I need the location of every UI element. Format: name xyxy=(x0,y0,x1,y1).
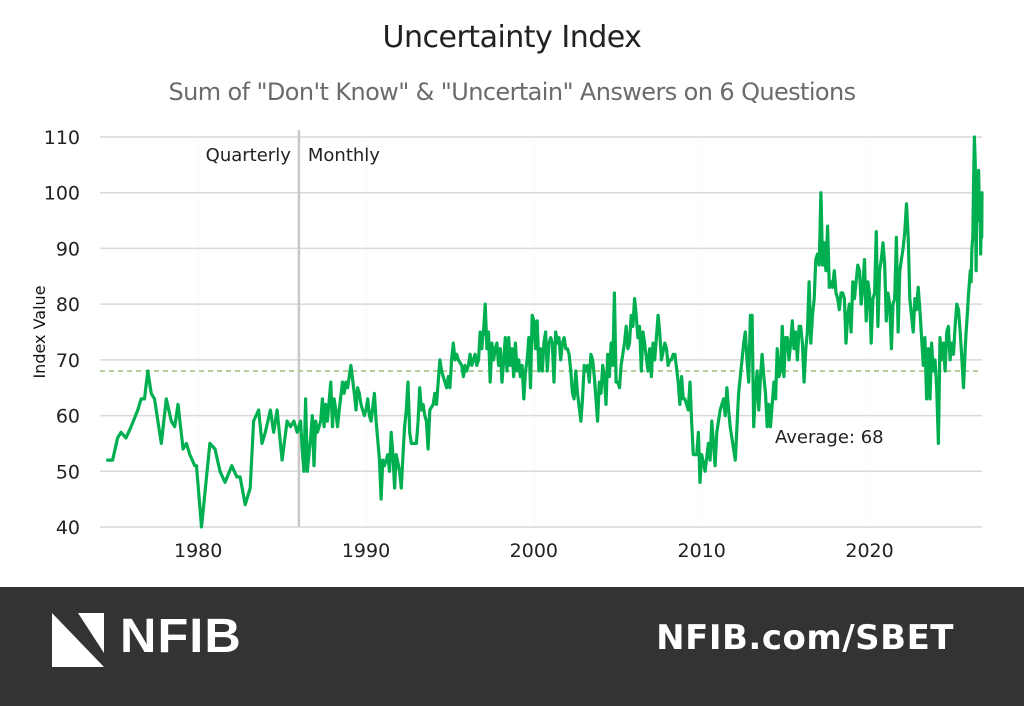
x-tick-label: 2000 xyxy=(510,540,558,562)
y-tick-label: 80 xyxy=(56,294,80,316)
y-tick-label: 50 xyxy=(56,461,80,483)
monthly-label: Monthly xyxy=(308,145,380,166)
nfib-logo-text: NFIB xyxy=(120,610,242,663)
y-tick-label: 90 xyxy=(56,238,80,260)
x-tick-label: 2020 xyxy=(845,540,893,562)
y-axis-ticks: 40 50 60 70 80 90 100 110 xyxy=(44,127,80,539)
x-tick-label: 1980 xyxy=(174,540,222,562)
y-tick-label: 110 xyxy=(44,127,80,149)
x-axis-ticks: 1980 1990 2000 2010 2020 xyxy=(174,540,894,562)
horizontal-gridlines xyxy=(100,136,982,528)
y-tick-label: 40 xyxy=(56,517,80,539)
series-line-uncertainty-index xyxy=(106,135,984,529)
footer-bar: NFIB NFIB.com/SBET xyxy=(0,587,1024,706)
chart-title: Uncertainty Index xyxy=(382,20,642,55)
chart-subtitle: Sum of "Don't Know" & "Uncertain" Answer… xyxy=(168,78,856,106)
nfib-logo-mark-icon xyxy=(52,613,104,667)
y-axis-label: Index Value xyxy=(30,285,49,378)
x-tick-label: 2010 xyxy=(678,540,726,562)
footer-url-link[interactable]: NFIB.com/SBET xyxy=(656,618,954,658)
nfib-logo[interactable]: NFIB xyxy=(52,607,252,667)
y-tick-label: 60 xyxy=(56,406,80,428)
x-tick-label: 1990 xyxy=(342,540,390,562)
quarterly-label: Quarterly xyxy=(206,145,292,166)
average-label: Average: 68 xyxy=(775,427,884,448)
y-tick-label: 100 xyxy=(44,183,80,205)
y-tick-label: 70 xyxy=(56,350,80,372)
